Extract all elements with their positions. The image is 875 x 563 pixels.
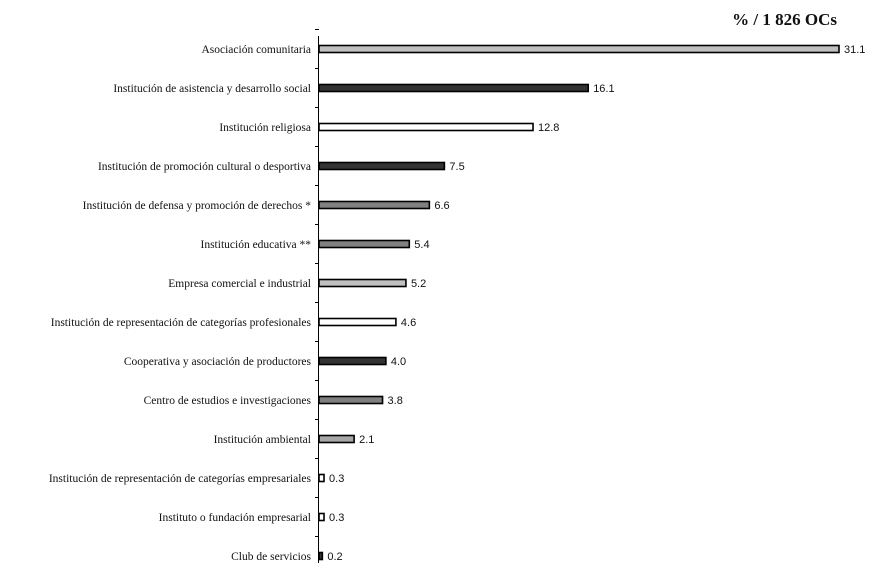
category-label: Institución de defensa y promoción de de… <box>83 200 312 212</box>
category-label: Institución religiosa <box>219 122 311 134</box>
value-label: 0.2 <box>327 551 342 563</box>
bar <box>318 161 446 171</box>
category-label: Institución ambiental <box>214 434 311 446</box>
value-label: 7.5 <box>449 161 464 173</box>
category-label: Club de servicios <box>231 551 311 563</box>
value-label: 2.1 <box>359 434 374 446</box>
bar <box>318 317 397 327</box>
value-label: 5.2 <box>411 278 426 290</box>
value-label: 31.1 <box>844 44 865 56</box>
bar <box>318 473 325 483</box>
bar <box>318 122 534 132</box>
category-label: Empresa comercial e industrial <box>168 278 311 290</box>
bar <box>318 395 384 405</box>
category-labels-group: Asociación comunitaria Institución de asi… <box>49 44 312 563</box>
category-label: Instituto o fundación empresarial <box>159 512 311 524</box>
category-label: Centro de estudios e investigaciones <box>144 395 312 407</box>
bar <box>318 551 324 561</box>
value-label: 0.3 <box>329 512 344 524</box>
category-label: Institución de representación de categor… <box>51 317 312 329</box>
value-label: 12.8 <box>538 122 559 134</box>
value-label: 0.3 <box>329 473 344 485</box>
y-axis-ticks <box>315 29 319 537</box>
value-label: 4.0 <box>391 356 406 368</box>
bar <box>318 83 589 93</box>
value-label: 4.6 <box>401 317 416 329</box>
bar <box>318 434 355 444</box>
unit-label: % / 1 826 OCs <box>732 10 837 29</box>
value-label: 16.1 <box>593 83 614 95</box>
value-labels-group: 31.1 16.1 12.8 7.5 6.6 5.4 5.2 4.6 4.0 3.8 2.1 0.3 0… <box>327 44 865 563</box>
category-label: Asociación comunitaria <box>201 44 311 56</box>
bar <box>318 239 411 249</box>
bar <box>318 200 431 210</box>
bar <box>318 356 387 366</box>
bar <box>318 44 840 54</box>
category-label: Cooperativa y asociación de productores <box>124 356 312 368</box>
value-label: 5.4 <box>414 239 429 251</box>
category-label: Institución educativa ** <box>201 239 312 251</box>
category-label: Institución de representación de categor… <box>49 473 312 485</box>
category-label: Institución de asistencia y desarrollo s… <box>113 83 311 95</box>
bars-group <box>318 44 840 561</box>
value-label: 3.8 <box>388 395 403 407</box>
category-label: Institución de promoción cultural o desp… <box>98 161 311 173</box>
bar <box>318 512 325 522</box>
bar <box>318 278 407 288</box>
value-label: 6.6 <box>434 200 449 212</box>
